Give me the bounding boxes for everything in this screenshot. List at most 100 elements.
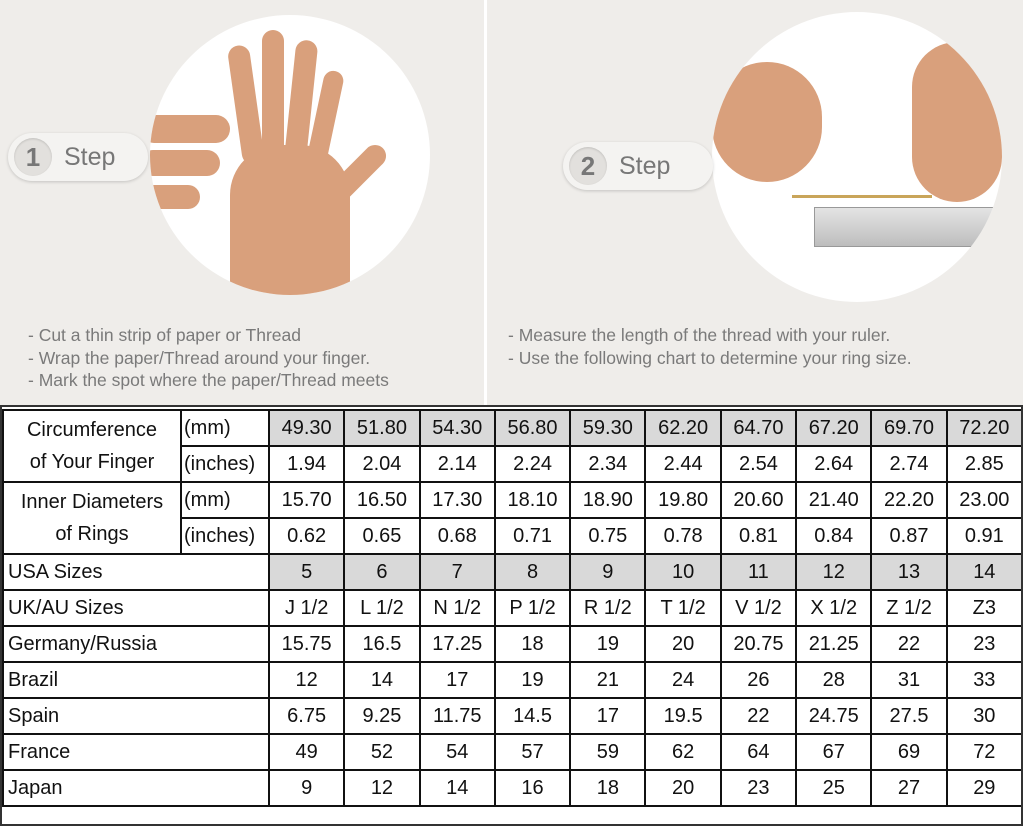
table-cell: N 1/2 (418, 589, 496, 627)
table-cell: 15.70 (267, 481, 346, 519)
table-cell: 13 (870, 553, 948, 591)
row-label: USA Sizes (2, 553, 270, 591)
table-cell: 0.68 (418, 517, 496, 555)
unit-cell: (inches) (180, 445, 270, 483)
table-cell: 14 (945, 553, 1023, 591)
table-cell: 2.34 (569, 445, 647, 483)
table-cell: 16.50 (343, 481, 421, 519)
row-label: Spain (2, 697, 270, 735)
table-cell: 14 (418, 769, 496, 807)
instruction-line: - Cut a thin strip of paper or Thread (28, 325, 302, 345)
table-cell: P 1/2 (493, 589, 572, 627)
table-cell: 0.65 (343, 517, 421, 555)
table-cell: 33 (945, 661, 1023, 699)
table-cell: 29 (945, 769, 1023, 807)
table-row: Circumference of Your Finger (mm) 49.30 51.8… (2, 409, 1023, 483)
table-cell: 52 (343, 733, 421, 771)
table-cell: 18.90 (569, 481, 647, 519)
table-cell: 22 (719, 697, 798, 735)
table-row: Japan 9 12 14 16 18 20 23 25 27 29 (2, 769, 1023, 807)
table-cell: 2.24 (493, 445, 572, 483)
label-line: Circumference (26, 419, 158, 441)
table-cell: 7 (418, 553, 496, 591)
table-cell: 62.20 (644, 409, 722, 447)
table-row: USA Sizes 5 6 7 8 9 10 11 12 13 14 (2, 553, 1023, 591)
table-cell: 21 (569, 661, 647, 699)
table-cell: 28 (795, 661, 873, 699)
hand-measure-photo (150, 15, 430, 295)
table-cell: 2.04 (343, 445, 421, 483)
table-cell: 12 (343, 769, 421, 807)
instruction-line: - Measure the length of the thread with … (508, 325, 891, 345)
table-cell: 17.30 (418, 481, 496, 519)
table-cell: 17 (418, 661, 496, 699)
table-cell: 0.84 (795, 517, 873, 555)
table-cell: R 1/2 (569, 589, 647, 627)
row-label: Germany/Russia (2, 625, 270, 663)
table-cell: 11 (719, 553, 798, 591)
table-cell: 17 (569, 697, 647, 735)
table-cell: 72 (945, 733, 1023, 771)
table-cell: 26 (719, 661, 798, 699)
table-cell: 0.62 (267, 517, 346, 555)
step-1-instructions: - Cut a thin strip of paper or Thread - … (28, 324, 389, 392)
table-row: Inner Diameters of Rings (mm) 15.70 16.50 17.… (2, 481, 1023, 555)
table-cell: 0.91 (945, 517, 1023, 555)
ring-size-table: Circumference of Your Finger (mm) 49.30 51.8… (2, 409, 1023, 807)
table-cell: 57 (493, 733, 572, 771)
table-cell: 19 (493, 661, 572, 699)
step-2-badge: 2 Step (563, 142, 713, 190)
table-cell: T 1/2 (644, 589, 722, 627)
diameter-label: Inner Diameters of Rings (2, 481, 182, 555)
step-2-label: Step (619, 151, 671, 180)
table-cell: 2.44 (644, 445, 722, 483)
table-cell: 18.10 (493, 481, 572, 519)
table-cell: X 1/2 (795, 589, 873, 627)
table-cell: 19 (569, 625, 647, 663)
table-cell: 2.85 (945, 445, 1023, 483)
table-cell: 14 (343, 661, 421, 699)
row-label: Brazil (2, 661, 270, 699)
table-cell: 11.75 (418, 697, 496, 735)
table-cell: 5 (267, 553, 346, 591)
table-cell: 67 (795, 733, 873, 771)
table-cell: 16 (493, 769, 572, 807)
row-label: UK/AU Sizes (2, 589, 270, 627)
table-cell: 16.5 (343, 625, 421, 663)
unit-cell: (mm) (180, 409, 270, 447)
table-cell: 54.30 (418, 409, 496, 447)
instruction-line: - Wrap the paper/Thread around your fing… (28, 347, 371, 368)
table-cell: 49 (267, 733, 346, 771)
table-cell: 22.20 (870, 481, 948, 519)
instruction-line: - Mark the spot where the paper/Thread m… (28, 370, 389, 390)
table-cell: Z3 (945, 589, 1023, 627)
table-cell: 24.75 (795, 697, 873, 735)
table-row: (inches) 0.62 0.65 0.68 0.71 0.75 0.78 0.81 0.84… (3, 517, 1023, 555)
table-cell: 6.75 (267, 697, 346, 735)
table-cell: 8 (493, 553, 572, 591)
table-cell: 2.64 (795, 445, 873, 483)
step-1-badge: 1 Step (8, 133, 148, 181)
row-label: Japan (2, 769, 270, 807)
table-cell: 19.5 (644, 697, 722, 735)
table-cell: 54 (418, 733, 496, 771)
table-cell: 0.81 (719, 517, 798, 555)
table-cell: 30 (945, 697, 1023, 735)
table-cell: 2.14 (418, 445, 496, 483)
table-cell: L 1/2 (343, 589, 421, 627)
label-line: of Rings (55, 523, 129, 545)
table-cell: 12 (795, 553, 873, 591)
table-cell: V 1/2 (719, 589, 798, 627)
table-cell: 62 (644, 733, 722, 771)
unit-cell: (inches) (180, 517, 270, 555)
table-row: Brazil 12 14 17 19 21 24 26 28 31 33 (2, 661, 1023, 699)
table-cell: 0.87 (870, 517, 948, 555)
table-cell: 22 (870, 625, 948, 663)
table-cell: 24 (644, 661, 722, 699)
table-cell: 59.30 (569, 409, 647, 447)
instruction-line: - Use the following chart to determine y… (508, 347, 912, 368)
table-cell: 20.60 (719, 481, 798, 519)
step-1-label: Step (64, 142, 116, 171)
table-cell: 25 (795, 769, 873, 807)
table-cell: 12 (267, 661, 346, 699)
